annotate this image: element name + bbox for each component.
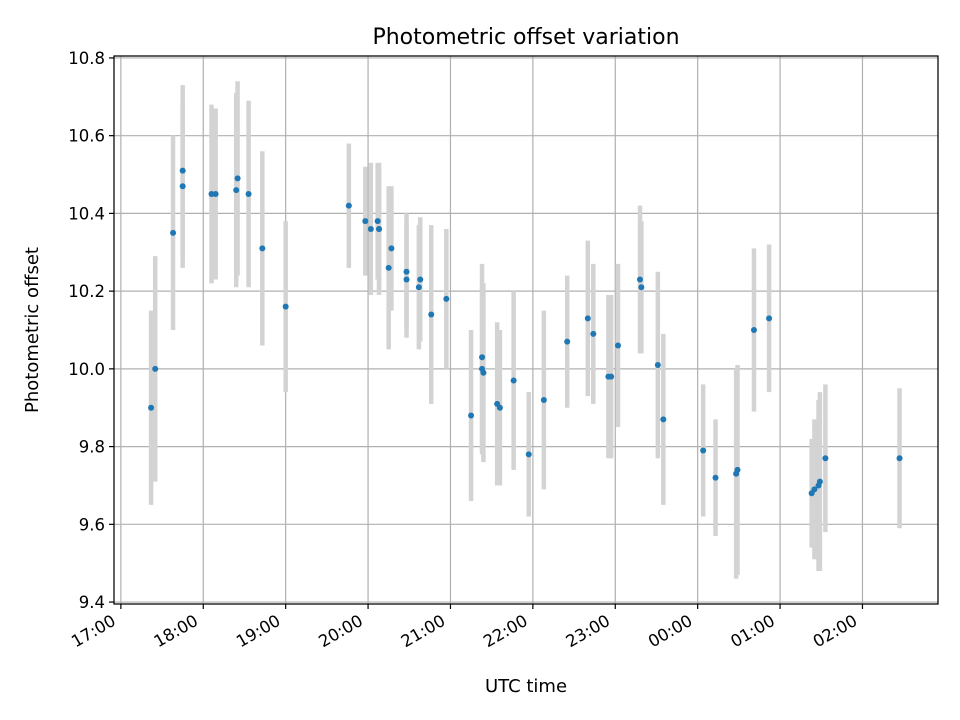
data-point [468,412,475,419]
data-point [811,486,818,493]
y-axis-label: Photometric offset [22,247,43,413]
data-point [170,229,177,236]
y-tick-label: 10.2 [68,282,105,301]
data-point [496,404,503,411]
data-point [660,416,667,423]
data-point [212,190,219,197]
data-point [636,276,643,283]
data-point [816,478,823,485]
data-point [654,361,661,368]
data-point [385,264,392,271]
data-point [417,276,424,283]
data-point [700,447,707,454]
data-point [822,455,829,462]
data-point [638,284,645,291]
data-point [403,276,410,283]
data-point [608,373,615,380]
data-point [584,315,591,322]
data-point [282,303,289,310]
data-point [712,474,719,481]
data-point [345,202,352,209]
data-point [388,245,395,252]
y-tick-label: 9.8 [79,438,105,457]
y-tick-label: 9.4 [79,593,105,612]
data-point [179,183,186,190]
data-point [403,268,410,275]
data-point [152,365,159,372]
data-point [540,396,547,403]
data-point [245,190,252,197]
data-point [362,218,369,225]
data-point [615,342,622,349]
data-point [367,225,374,232]
chart-title: Photometric offset variation [372,25,679,50]
data-point [766,315,773,322]
y-tick-label: 10.4 [68,204,105,223]
data-point [525,451,532,458]
data-point [179,167,186,174]
y-tick-label: 10.0 [68,360,105,379]
data-point [259,245,266,252]
data-point [148,404,155,411]
y-tick-label: 9.6 [79,515,105,534]
data-point [415,284,422,291]
data-point [734,466,741,473]
plot-frame [113,55,939,605]
data-point [896,455,903,462]
data-point [428,311,435,318]
y-tick-label: 10.8 [68,49,105,68]
data-point [510,377,517,384]
data-points [148,167,903,497]
data-point [443,295,450,302]
data-point [374,218,381,225]
data-point [480,369,487,376]
data-point [376,225,383,232]
grid [114,56,938,604]
data-point [750,327,757,333]
data-point [233,187,240,194]
y-tick-label: 10.6 [68,127,105,146]
data-point [479,354,486,361]
data-point [234,175,241,182]
data-point [208,190,215,197]
x-axis-label: UTC time [485,676,567,697]
data-point [590,330,597,337]
data-point [564,338,571,345]
